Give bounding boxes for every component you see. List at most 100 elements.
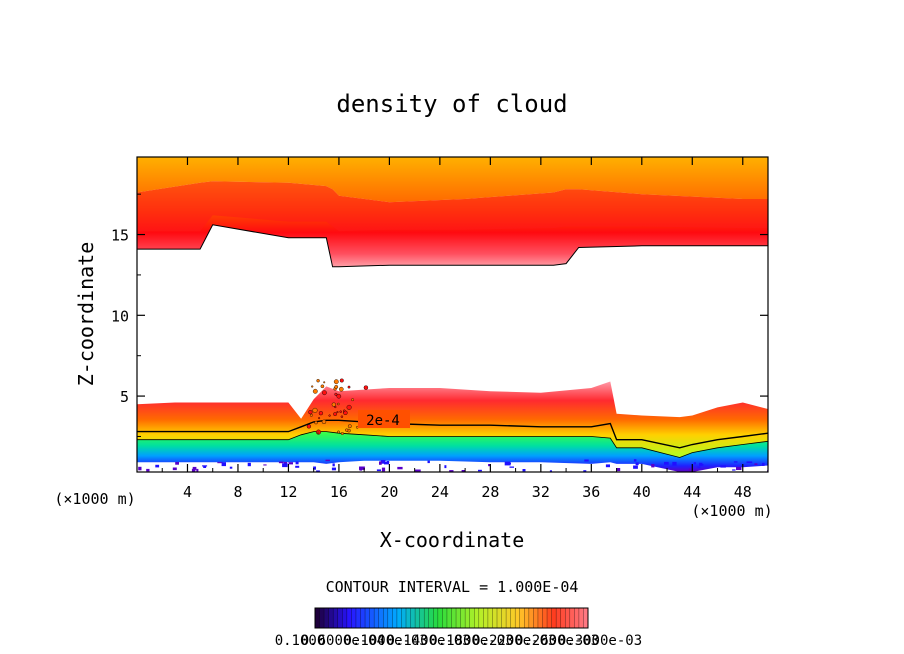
base-speckle — [664, 461, 669, 465]
upper-cloud-core — [137, 181, 768, 232]
base-speckle — [746, 461, 753, 464]
colorbar — [314, 608, 589, 628]
base-speckle — [217, 462, 223, 464]
speckle — [334, 405, 337, 409]
speckle — [346, 404, 352, 410]
base-speckle — [172, 467, 177, 471]
x-units-right: (×1000 m) — [691, 502, 772, 520]
base-speckle — [736, 467, 742, 470]
base-speckle — [449, 470, 454, 472]
base-speckle — [488, 464, 491, 467]
y-axis-label: Z-coordinate — [74, 242, 98, 387]
base-speckle — [733, 461, 738, 463]
speckle — [345, 428, 349, 432]
speckle — [347, 385, 351, 389]
colorbar-bin — [374, 608, 379, 628]
colorbar-bin — [583, 608, 589, 628]
base-speckle — [633, 459, 637, 462]
colorbar-bin — [578, 608, 584, 628]
colorbar-bin — [556, 608, 561, 628]
lower-cloud-base — [137, 431, 768, 472]
colorbar-bin — [406, 608, 411, 628]
y-tick-label: 5 — [120, 388, 129, 406]
x-tick-label: 32 — [532, 483, 550, 501]
colorbar-bin — [378, 608, 384, 628]
speckle — [343, 409, 346, 412]
speckle — [363, 385, 369, 390]
colorbar-bin — [446, 608, 452, 628]
colorbar-bin — [419, 608, 425, 628]
colorbar-bin — [487, 608, 493, 628]
base-speckle — [461, 470, 466, 472]
colorbar-bin — [492, 608, 498, 628]
colorbar-bin — [387, 608, 393, 628]
base-speckle — [247, 462, 251, 467]
colorbar-frame — [314, 607, 589, 629]
x-tick-label: 16 — [330, 483, 348, 501]
speckle — [318, 417, 321, 420]
colorbar-label: 0.1800e-03 — [429, 633, 513, 649]
colorbar-bin — [337, 608, 343, 628]
colorbar-bin — [351, 608, 357, 628]
speckle — [328, 414, 331, 417]
x-tick-label: 20 — [380, 483, 398, 501]
speckle — [314, 420, 318, 425]
speckle — [309, 413, 313, 417]
contour-interval-label: CONTOUR INTERVAL = 1.000E-04 — [326, 578, 579, 596]
contour-label: 2e-4 — [366, 413, 400, 429]
base-speckle — [146, 468, 150, 472]
colorbar-label: 0.1000e-03 — [344, 633, 428, 649]
colorbar-bin — [506, 608, 511, 628]
base-speckle — [762, 462, 765, 466]
base-speckle — [313, 466, 316, 470]
base-speckle — [175, 462, 179, 465]
colorbar-bin — [547, 608, 552, 628]
colorbar-bin — [355, 608, 361, 628]
colorbar-bin — [392, 608, 398, 628]
x-tick-label: 44 — [683, 483, 701, 501]
colorbar-bin — [342, 608, 348, 628]
base-speckle — [263, 464, 267, 466]
x-units-left: (×1000 m) — [54, 490, 135, 508]
base-speckle — [697, 466, 701, 469]
contour-line-2e-4 — [137, 419, 768, 449]
colorbar-label: 0.1000 — [275, 633, 326, 649]
colorbar-bin — [569, 608, 575, 628]
x-tick-label: 36 — [582, 483, 600, 501]
base-speckle — [605, 464, 610, 468]
base-speckle — [732, 469, 736, 471]
colorbar-bin — [451, 608, 457, 628]
speckle — [331, 402, 336, 407]
base-speckle — [509, 466, 514, 468]
colorbar-bin — [424, 608, 430, 628]
base-speckle — [381, 467, 386, 472]
base-speckle — [331, 467, 336, 471]
speckle — [311, 385, 314, 388]
colorbar-bin — [396, 608, 402, 628]
base-speckle — [376, 469, 381, 472]
colorbar-bin — [497, 608, 502, 628]
colorbar-bin — [501, 608, 507, 628]
base-speckle — [332, 463, 335, 467]
colorbar-label: 0.6000e-04 — [301, 633, 385, 649]
colorbar-bin — [524, 608, 530, 628]
colorbar-label: 0.2200e-03 — [472, 633, 556, 649]
colorbar-bin — [483, 608, 489, 628]
speckle — [312, 388, 318, 394]
base-speckle — [138, 466, 142, 471]
speckle — [308, 410, 313, 415]
base-speckle — [386, 461, 390, 463]
x-axis: 4 8 12 16 20 24 28 32 36 40 44 48 — [161, 157, 752, 501]
base-speckle — [504, 461, 511, 466]
colorbar-label: 0.1400e-03 — [386, 633, 470, 649]
colorbar-label: 0.2600e-03 — [515, 633, 599, 649]
base-speckle — [672, 461, 677, 466]
colorbar-bin — [315, 608, 320, 628]
speckle — [336, 393, 342, 399]
base-speckle — [221, 462, 226, 467]
lower-cloud-contour — [137, 431, 768, 458]
colorbar-bin — [401, 608, 407, 628]
speckle — [316, 431, 320, 434]
base-speckle — [583, 470, 587, 472]
